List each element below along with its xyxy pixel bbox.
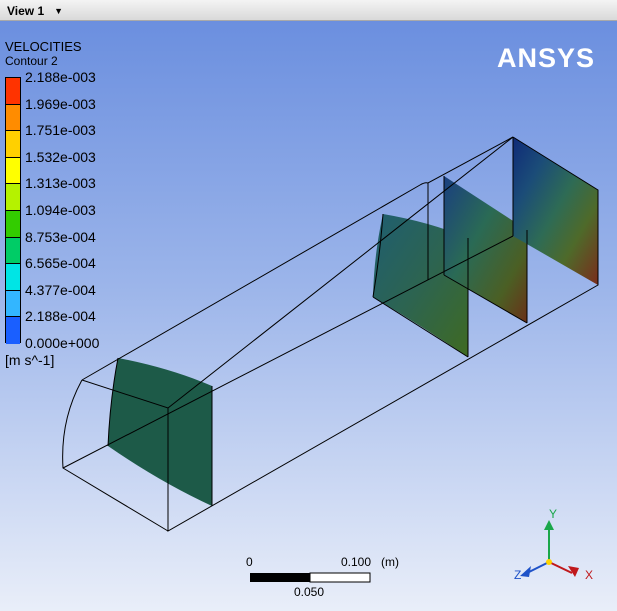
y-axis-label: Y xyxy=(549,507,558,521)
z-axis-label: Z xyxy=(514,568,522,582)
view-tab[interactable]: View 1 ▼ xyxy=(0,0,66,21)
x-axis-label: X xyxy=(585,568,594,582)
legend-swatch xyxy=(6,317,20,344)
viewer-toolbar: View 1 ▼ xyxy=(0,0,617,21)
legend-swatch xyxy=(6,78,20,105)
legend-subtitle: Contour 2 xyxy=(5,54,58,68)
legend-tick-label: 1.969e-003 xyxy=(25,95,96,112)
ansys-logo: ANSYS xyxy=(496,43,595,73)
legend-tick-label: 0.000e+000 xyxy=(25,335,100,351)
scale-max-label: 0.100 xyxy=(341,555,372,569)
legend-tick-label: 1.094e-003 xyxy=(25,202,96,218)
scale-bar xyxy=(250,572,371,583)
3d-viewport[interactable]: VELOCITIES Contour 2 2.188e-003 1.969e-00… xyxy=(0,21,617,611)
legend-tick-label: 1.751e-003 xyxy=(25,122,96,139)
legend-tick-label: 8.753e-004 xyxy=(25,228,96,245)
legend-tick-label: 1.532e-003 xyxy=(25,148,96,165)
legend-tick-label: 2.188e-003 xyxy=(25,69,96,85)
legend-swatch xyxy=(6,184,20,211)
geometry-scene xyxy=(62,136,599,583)
view-tab-label: View 1 xyxy=(7,3,45,18)
legend-tick-label: 1.313e-003 xyxy=(25,175,96,192)
legend-swatch xyxy=(6,210,20,238)
legend-swatch xyxy=(6,290,20,318)
chevron-down-icon[interactable]: ▼ xyxy=(54,5,64,16)
legend-swatch xyxy=(6,104,20,132)
rear-contour-plane-1 xyxy=(444,176,527,323)
legend-tick-label: 4.377e-004 xyxy=(25,281,96,298)
legend-swatch xyxy=(6,157,20,185)
inlet-contour-plane xyxy=(108,358,212,506)
domain-outline xyxy=(62,136,599,532)
legend-tick-label: 2.188e-004 xyxy=(25,308,96,325)
legend-swatch xyxy=(6,131,20,158)
legend-title: VELOCITIES xyxy=(5,39,82,54)
legend-swatch xyxy=(6,237,20,265)
legend-color-bar xyxy=(5,77,21,344)
scale-mid-label: 0.050 xyxy=(294,585,325,599)
legend-tick-label: 6.565e-004 xyxy=(25,255,96,272)
scale-zero-label: 0 xyxy=(246,555,253,569)
end-contour-plane xyxy=(513,137,598,285)
legend-swatch xyxy=(6,264,20,291)
legend-units: [m s^-1] xyxy=(5,352,55,368)
axis-triad xyxy=(520,520,579,577)
scale-unit-label: (m) xyxy=(381,555,399,569)
